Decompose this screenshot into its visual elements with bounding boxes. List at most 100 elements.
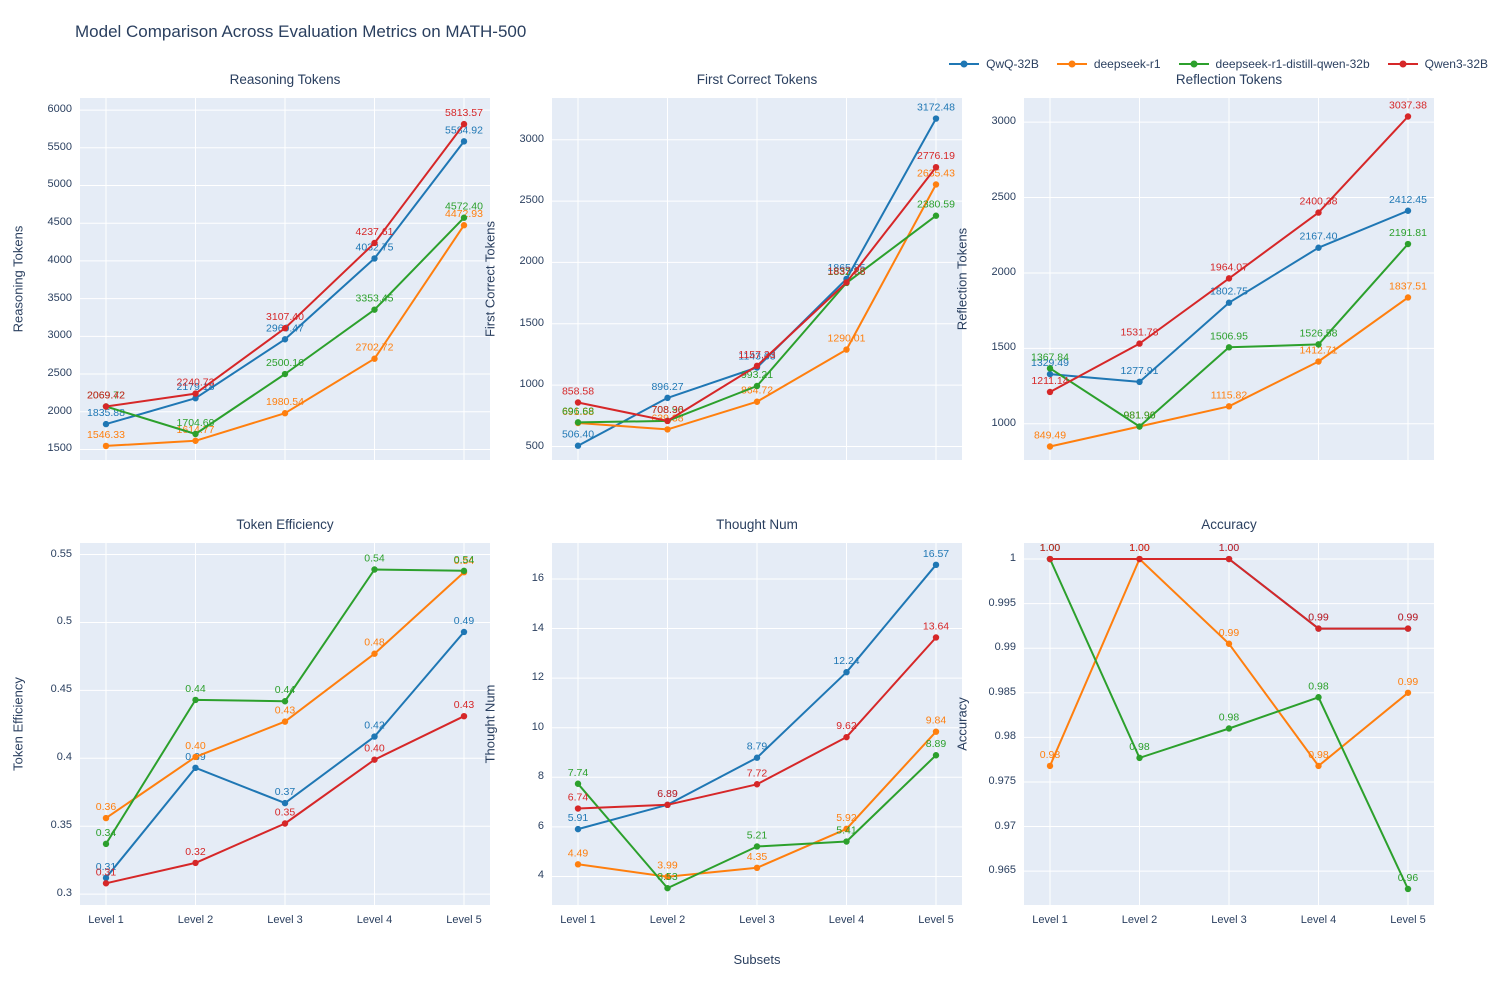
plot-area-2[interactable]: 1329.49 1277.91 1802.75 2167.40 2412.45 849.4… [1024, 98, 1434, 460]
data-label: 0.98 [1129, 741, 1150, 753]
legend: QwQ-32B deepseek-r1 deepseek-r1-distill-qw… [947, 57, 1488, 71]
series-deepseek-r1[interactable]: 0.36 0.40 0.43 0.48 0.54 [96, 555, 475, 822]
data-label: 7.74 [568, 767, 589, 779]
data-label: 858.58 [562, 385, 594, 397]
data-label: 1157.33 [738, 349, 775, 361]
y-tick-label: 14 [531, 621, 544, 634]
data-label: 864.72 [741, 385, 773, 397]
data-label: 0.40 [185, 740, 206, 752]
data-label: 0.34 [96, 827, 117, 839]
data-label: 0.48 [364, 637, 385, 649]
data-label: 3353.45 [356, 293, 394, 305]
y-tick-label: 0.965 [988, 864, 1016, 877]
data-label: 2380.59 [917, 199, 955, 211]
data-label: 2069.72 [87, 389, 125, 401]
series-Qwen3-32B[interactable]: 1.00 1.00 1.00 0.99 0.99 [1040, 542, 1419, 632]
y-axis-title-0: Reasoning Tokens [10, 225, 26, 333]
data-label: 2179.18 [177, 381, 215, 393]
y-tick-label: 0.98 [994, 730, 1016, 743]
x-tick-label: Level 2 [649, 914, 686, 926]
data-label: 0.49 [454, 615, 475, 627]
plot-area-0[interactable]: 1835.882179.182960.474032.755584.921546.… [80, 98, 490, 460]
series-deepseek-r1[interactable]: 4.49 3.99 4.35 5.92 9.84 [568, 715, 947, 880]
series-Qwen3-32B[interactable]: 858.58 708.30 1157.33 1837.28 2776.19 [562, 150, 955, 425]
series-Qwen3-32B[interactable]: 1211.14 1531.78 1964.07 2400.38 3037.38 [1031, 99, 1427, 396]
y-tick-label: 500 [525, 439, 544, 452]
y-tick-label: 0.3 [56, 887, 72, 900]
legend-item-deepseek-r1[interactable]: deepseek-r1 [1055, 57, 1161, 71]
legend-label: QwQ-32B [986, 57, 1039, 71]
data-label: 1964.07 [1210, 261, 1248, 273]
data-label: 8.79 [747, 741, 768, 753]
series-deepseek-r1-distill-qwen-32b[interactable]: 0.34 0.44 0.44 0.54 0.54 [96, 552, 475, 848]
y-axis-title-5: Accuracy [954, 697, 970, 751]
data-label: 1531.78 [1121, 327, 1159, 339]
legend-item-deepseek-r1-distill-qwen-32b[interactable]: deepseek-r1-distill-qwen-32b [1177, 57, 1370, 71]
data-label: 0.98 [1308, 680, 1329, 692]
legend-item-Qwen3-32B[interactable]: Qwen3-32B [1386, 57, 1488, 71]
data-label: 0.32 [185, 846, 206, 858]
data-label: 1211.14 [1031, 375, 1068, 387]
data-label: 0.54 [364, 552, 385, 564]
data-label: 4.49 [568, 847, 589, 859]
y-tick-label: 8 [537, 770, 544, 783]
y-tick-label: 2000 [991, 265, 1016, 278]
data-label: 0.98 [1040, 749, 1061, 761]
x-tick-label: Level 1 [560, 914, 596, 926]
series-QwQ-32B[interactable]: 5.91 6.89 8.79 12.24 16.57 [568, 548, 950, 833]
plot-area-4[interactable]: 5.91 6.89 8.79 12.24 16.57 4.49 3.99 4.35 5.92 9.… [552, 543, 962, 905]
data-label: 0.31 [96, 861, 117, 873]
series-deepseek-r1-distill-qwen-32b[interactable]: 1367.84 981.96 1506.95 1526.58 2191.81 [1031, 227, 1427, 430]
legend-label: deepseek-r1 [1093, 57, 1161, 71]
chart-title-1: First Correct Tokens [696, 72, 818, 87]
x-tick-label: Level 1 [1032, 914, 1068, 926]
data-label: 16.57 [923, 548, 949, 560]
y-tick-label: 0.995 [988, 596, 1016, 609]
y-tick-label: 5500 [47, 140, 72, 153]
series-deepseek-r1-distill-qwen-32b[interactable]: 1.00 0.98 0.98 0.98 0.96 [1040, 542, 1419, 893]
data-label: 0.44 [185, 683, 206, 695]
data-label: 5.91 [568, 812, 589, 824]
data-label: 708.30 [651, 404, 683, 416]
data-label: 5.21 [747, 829, 768, 841]
data-label: 1837.28 [828, 265, 866, 277]
data-label: 0.99 [1308, 612, 1329, 624]
y-tick-label: 2000 [47, 404, 72, 417]
data-label: 0.42 [364, 720, 385, 732]
y-tick-label: 12 [531, 671, 544, 684]
y-tick-label: 0.97 [994, 819, 1016, 832]
plot-area-3[interactable]: 0.310.390.370.420.490.360.400.430.480.54… [80, 543, 490, 905]
data-label: 2412.45 [1389, 194, 1427, 206]
data-label: 1.00 [1219, 542, 1240, 554]
series-QwQ-32B[interactable]: 1329.49 1277.91 1802.75 2167.40 2412.45 [1031, 194, 1427, 386]
y-tick-label: 3500 [47, 291, 72, 304]
legend-item-QwQ-32B[interactable]: QwQ-32B [947, 57, 1039, 71]
plot-area-5[interactable]: 1.00 1.00 1.000.99 0.990.981.000.990.980.99… [1024, 542, 1434, 905]
series-Qwen3-32B[interactable]: 6.74 6.89 7.72 9.62 13.64 [568, 620, 950, 812]
x-tick-label: Level 2 [1121, 914, 1158, 926]
y-tick-label: 2000 [519, 255, 544, 268]
data-label: 691.58 [562, 406, 594, 418]
y-tick-label: 1 [1009, 552, 1016, 565]
figure-title: Model Comparison Across Evaluation Metri… [75, 22, 527, 41]
data-label: 2635.43 [917, 167, 955, 179]
series-Qwen3-32B[interactable]: 0.31 0.32 0.35 0.40 0.43 [96, 699, 475, 887]
y-tick-label: 0.985 [988, 685, 1016, 698]
series-deepseek-r1[interactable]: 0.98 1.00 0.99 0.98 0.99 [1040, 542, 1419, 770]
series-deepseek-r1-distill-qwen-32b[interactable]: 7.74 3.53 5.21 5.41 8.89 [568, 738, 947, 892]
y-tick-label: 1000 [519, 378, 544, 391]
data-label: 1704.69 [177, 417, 215, 429]
series-Qwen3-32B[interactable]: 2069.42 2240.73 3107.40 4237.61 5813.57 [87, 107, 483, 410]
data-label: 0.54 [454, 554, 475, 566]
plot-area-1[interactable]: 506.40896.271143.631865.853172.48691.586… [552, 98, 962, 460]
data-label: 0.98 [1308, 749, 1329, 761]
y-tick-label: 3000 [47, 329, 72, 342]
data-label: 2776.19 [917, 150, 955, 162]
legend-label: deepseek-r1-distill-qwen-32b [1215, 57, 1370, 71]
series-deepseek-r1-distill-qwen-32b[interactable]: 2069.72 1704.69 2500.16 3353.45 4572.40 [87, 201, 483, 438]
data-label: 1526.58 [1300, 327, 1338, 339]
